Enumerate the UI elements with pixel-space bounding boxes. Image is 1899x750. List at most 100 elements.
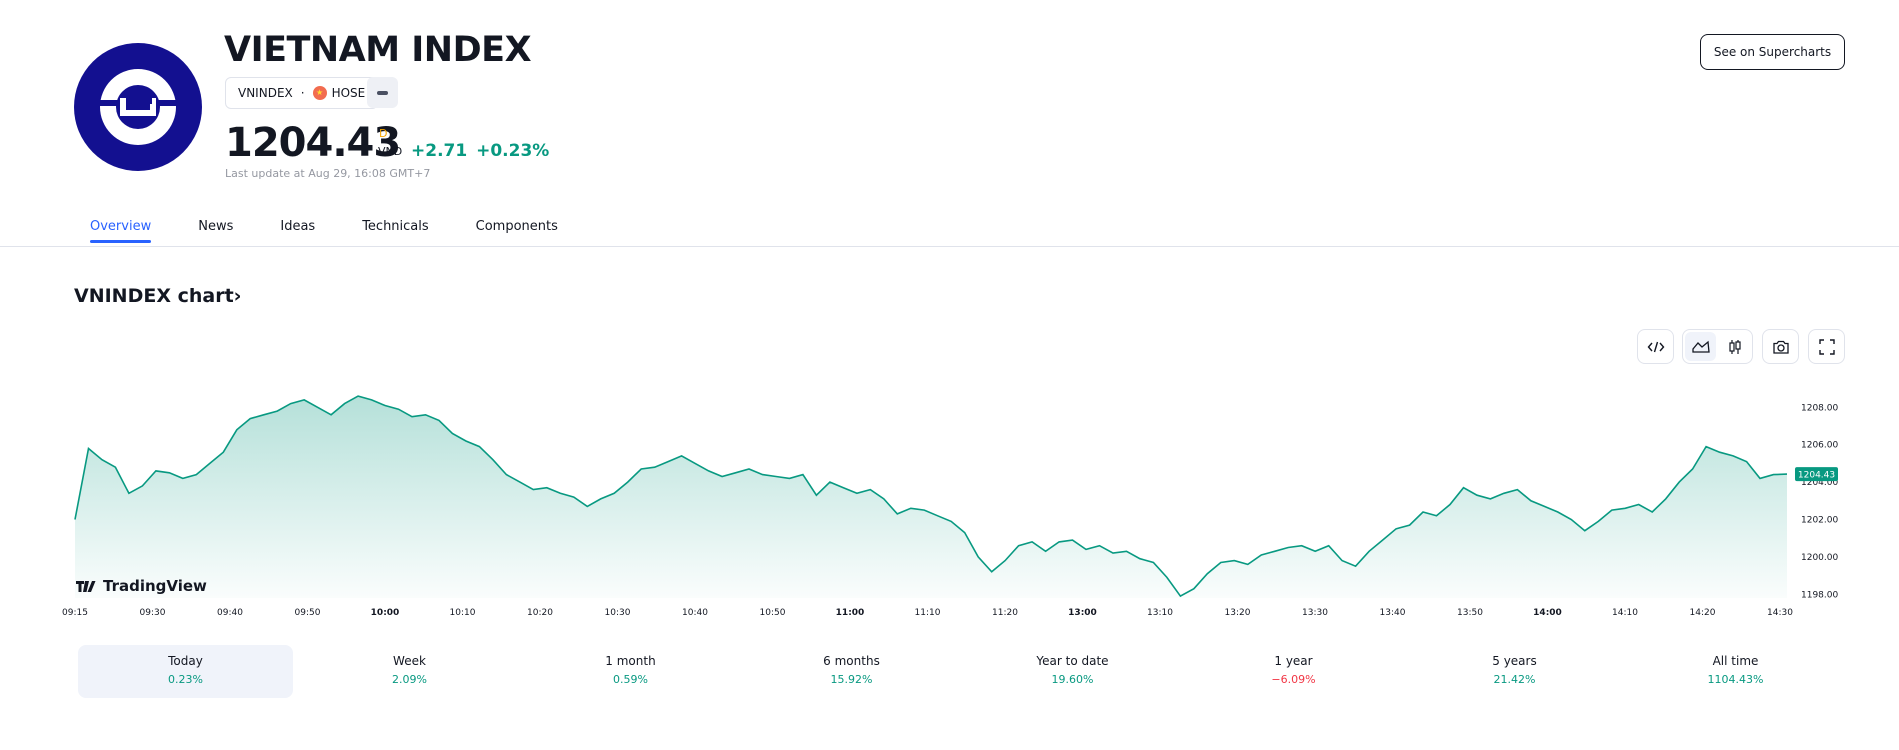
- last-value-label: 1204.43: [1798, 471, 1835, 481]
- range-6-months[interactable]: 6 months 15.92%: [741, 645, 962, 698]
- range-5-years[interactable]: 5 years 21.42%: [1404, 645, 1625, 698]
- exchange-name: HOSE: [331, 86, 366, 100]
- price-change: +2.71 +0.23%: [411, 141, 550, 161]
- y-tick-label: 1202.00: [1801, 516, 1838, 526]
- performance-ranges: Today 0.23% Week 2.09% 1 month 0.59% 6 m…: [78, 645, 1846, 698]
- snapshot-button[interactable]: [1762, 329, 1799, 364]
- x-tick-label: 14:10: [1612, 608, 1638, 618]
- range-week[interactable]: Week 2.09%: [299, 645, 520, 698]
- tradingview-logo-icon: [76, 581, 96, 592]
- see-on-supercharts-button[interactable]: See on Supercharts: [1700, 34, 1845, 70]
- range-value: 21.42%: [1493, 673, 1536, 686]
- range-label: All time: [1712, 654, 1759, 668]
- range-year-to-date[interactable]: Year to date 19.60%: [962, 645, 1183, 698]
- x-axis: 09:15 09:30 09:40 09:50 10:00 10:10 10:20 10:30…: [62, 608, 1793, 618]
- tradingview-watermark[interactable]: TradingView: [76, 577, 207, 595]
- range-value: 0.23%: [168, 673, 203, 686]
- range-value: 19.60%: [1051, 673, 1094, 686]
- x-tick-label: 10:20: [527, 608, 553, 618]
- tradingview-wordmark: TradingView: [103, 577, 207, 595]
- last-price: 1204.43: [225, 120, 401, 166]
- x-tick-label: 10:10: [450, 608, 476, 618]
- camera-icon: [1772, 340, 1789, 354]
- candles-icon: [1728, 339, 1741, 354]
- tab-ideas[interactable]: Ideas: [280, 219, 316, 234]
- candles-style-button[interactable]: [1719, 332, 1750, 361]
- x-tick-label: 10:40: [682, 608, 708, 618]
- range-today[interactable]: Today 0.23%: [78, 645, 293, 698]
- x-tick-label: 09:40: [217, 608, 243, 618]
- tab-overview[interactable]: Overview: [90, 219, 152, 243]
- separator-dot: ·: [300, 86, 305, 100]
- y-tick-label: 1198.00: [1801, 590, 1838, 600]
- range-label: Today: [168, 654, 203, 668]
- y-tick-label: 1200.00: [1801, 553, 1838, 563]
- x-tick-label: 14:30: [1767, 608, 1793, 618]
- x-tick-label: 13:30: [1302, 608, 1328, 618]
- x-tick-label: 14:20: [1690, 608, 1716, 618]
- tab-news[interactable]: News: [198, 219, 234, 234]
- range-label: 6 months: [823, 654, 880, 668]
- x-tick-label: 11:10: [915, 608, 941, 618]
- x-tick-label: 13:50: [1457, 608, 1483, 618]
- embed-button[interactable]: [1637, 329, 1674, 364]
- minus-icon: [377, 90, 388, 95]
- range-label: Year to date: [1036, 654, 1109, 668]
- y-tick-label: 1204.00: [1801, 478, 1838, 488]
- x-tick-label: 10:30: [605, 608, 631, 618]
- range-value: 0.59%: [613, 673, 648, 686]
- symbol-ticker: VNINDEX: [238, 86, 293, 100]
- last-value-marker: 1204.43: [1795, 467, 1838, 482]
- x-tick-label: 09:15: [62, 608, 88, 618]
- price-line: [74, 395, 1788, 598]
- tab-bar: Overview News Ideas Technicals Component…: [90, 219, 605, 243]
- chart-title-link[interactable]: VNINDEX chart›: [74, 285, 242, 307]
- area-chart-icon: [1691, 340, 1710, 353]
- y-tick-label: 1208.00: [1801, 403, 1838, 413]
- range-label: 5 years: [1492, 654, 1537, 668]
- x-tick-label: 13:10: [1147, 608, 1173, 618]
- range-all-time[interactable]: All time 1104.43%: [1625, 645, 1846, 698]
- range-label: 1 year: [1274, 654, 1313, 668]
- range-value: 15.92%: [830, 673, 873, 686]
- exchange-flag-icon: ★: [312, 86, 327, 100]
- x-tick-label: 10:00: [371, 608, 400, 618]
- x-tick-label: 10:50: [760, 608, 786, 618]
- x-tick-label: 13:00: [1068, 608, 1097, 618]
- range-label: 1 month: [605, 654, 656, 668]
- x-tick-label: 09:50: [295, 608, 321, 618]
- x-tick-label: 11:20: [992, 608, 1018, 618]
- x-tick-label: 11:00: [836, 608, 865, 618]
- vnindex-logo-mark: [94, 69, 182, 145]
- x-tick-label: 13:40: [1380, 608, 1406, 618]
- y-tick-label: 1206.00: [1801, 441, 1838, 451]
- range-1-month[interactable]: 1 month 0.59%: [520, 645, 741, 698]
- price-flag: D: [379, 127, 388, 140]
- fullscreen-icon: [1818, 338, 1835, 355]
- range-label: Week: [393, 654, 426, 668]
- range-value: 1104.43%: [1707, 673, 1764, 686]
- range-value: 2.09%: [392, 673, 427, 686]
- price-area-fill: [75, 396, 1787, 598]
- range-1-year[interactable]: 1 year −6.09%: [1183, 645, 1404, 698]
- tabs-divider: [0, 246, 1899, 247]
- x-tick-label: 14:00: [1533, 608, 1562, 618]
- chart-style-toggle: [1682, 329, 1753, 364]
- area-style-button[interactable]: [1685, 332, 1716, 361]
- x-tick-label: 09:30: [140, 608, 166, 618]
- last-value-badge: [1795, 467, 1838, 482]
- tab-technicals[interactable]: Technicals: [362, 219, 429, 234]
- range-value: −6.09%: [1271, 673, 1316, 686]
- vnindex-logo: [74, 43, 202, 171]
- price-currency: VND: [378, 145, 403, 158]
- price-chart[interactable]: 1208.00 1206.00 1204.00 1202.00 1200.00 1198.…: [0, 370, 1899, 630]
- page-title: VIETNAM INDEX: [224, 30, 532, 70]
- embed-code-icon: [1647, 341, 1664, 352]
- y-axis: 1208.00 1206.00 1204.00 1202.00 1200.00 1198.…: [1801, 403, 1838, 600]
- fullscreen-button[interactable]: [1808, 329, 1845, 364]
- tab-components[interactable]: Components: [475, 219, 558, 234]
- last-update: Last update at Aug 29, 16:08 GMT+7: [225, 167, 431, 180]
- x-tick-label: 13:20: [1225, 608, 1251, 618]
- symbol-pill[interactable]: VNINDEX · ★ HOSE: [225, 77, 379, 109]
- flag-button[interactable]: [367, 77, 398, 108]
